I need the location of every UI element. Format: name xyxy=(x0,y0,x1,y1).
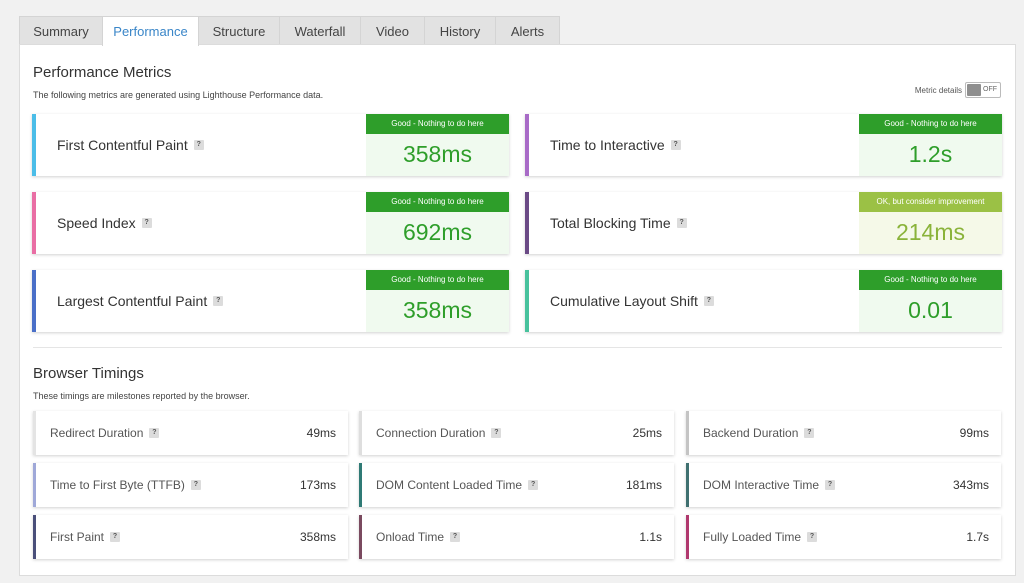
timing-value: 99ms xyxy=(959,426,989,440)
timing-label: Redirect Duration? xyxy=(50,426,160,440)
tab-history[interactable]: History xyxy=(424,16,496,45)
help-icon[interactable]: ? xyxy=(807,532,818,542)
metric-value: 358ms xyxy=(402,297,473,323)
metric-card-total-blocking-time: Total Blocking Time? OK, but consider im… xyxy=(525,192,1002,254)
timing-label: DOM Content Loaded Time? xyxy=(376,478,539,492)
metric-details-control: Metric details OFF xyxy=(915,82,1001,98)
timing-label: Time to First Byte (TTFB)? xyxy=(50,478,201,492)
help-icon[interactable]: ? xyxy=(450,532,461,542)
timing-value: 25ms xyxy=(632,426,662,440)
metric-details-toggle[interactable]: OFF xyxy=(965,82,1001,98)
grade-badge: Good - Nothing to do here xyxy=(366,192,509,212)
help-icon[interactable]: ? xyxy=(703,296,714,306)
metric-label: Time to Interactive? xyxy=(550,137,681,153)
metric-grade: Good - Nothing to do here 692ms xyxy=(366,192,509,254)
help-icon[interactable]: ? xyxy=(213,296,224,306)
timing-value: 358ms xyxy=(299,530,336,544)
timing-card-time-to-first-byte: Time to First Byte (TTFB)? 173ms xyxy=(33,463,348,507)
help-icon[interactable]: ? xyxy=(670,140,681,150)
timing-value: 49ms xyxy=(306,426,336,440)
performance-metrics-title: Performance Metrics xyxy=(33,64,172,81)
metric-label: Total Blocking Time? xyxy=(550,215,687,231)
metric-grade: Good - Nothing to do here 358ms xyxy=(366,114,509,176)
metric-card-first-contentful-paint: First Contentful Paint? Good - Nothing t… xyxy=(32,114,509,176)
browser-timings-subtitle: These timings are milestones reported by… xyxy=(33,391,250,401)
help-icon[interactable]: ? xyxy=(110,532,121,542)
timing-card-first-paint: First Paint? 358ms xyxy=(33,515,348,559)
grade-badge: Good - Nothing to do here xyxy=(859,114,1002,134)
metric-label: First Contentful Paint? xyxy=(57,137,204,153)
grade-badge: Good - Nothing to do here xyxy=(366,270,509,290)
grade-badge: OK, but consider improvement xyxy=(859,192,1002,212)
toggle-state: OFF xyxy=(983,86,997,93)
timing-card-connection-duration: Connection Duration? 25ms xyxy=(359,411,674,455)
tab-summary[interactable]: Summary xyxy=(19,16,103,45)
timing-label: Onload Time? xyxy=(376,530,461,544)
timing-value: 173ms xyxy=(299,478,336,492)
timing-card-dom-content-loaded: DOM Content Loaded Time? 181ms xyxy=(359,463,674,507)
metric-details-label: Metric details xyxy=(914,85,962,95)
performance-panel: Performance Metrics The following metric… xyxy=(19,44,1016,576)
timing-label: Backend Duration? xyxy=(703,426,815,440)
metric-value: 0.01 xyxy=(908,297,953,323)
metric-grade: Good - Nothing to do here 358ms xyxy=(366,270,509,332)
timing-card-dom-interactive: DOM Interactive Time? 343ms xyxy=(686,463,1001,507)
metric-card-largest-contentful-paint: Largest Contentful Paint? Good - Nothing… xyxy=(32,270,509,332)
browser-timings-title: Browser Timings xyxy=(33,365,144,382)
metric-grade: Good - Nothing to do here 1.2s xyxy=(859,114,1002,176)
metric-value: 358ms xyxy=(402,141,473,167)
timing-label: Fully Loaded Time? xyxy=(703,530,818,544)
tab-waterfall[interactable]: Waterfall xyxy=(279,16,361,45)
tab-performance[interactable]: Performance xyxy=(102,16,199,46)
help-icon[interactable]: ? xyxy=(676,218,687,228)
section-divider xyxy=(33,347,1002,348)
timing-card-backend-duration: Backend Duration? 99ms xyxy=(686,411,1001,455)
metric-grade: Good - Nothing to do here 0.01 xyxy=(859,270,1002,332)
help-icon[interactable]: ? xyxy=(491,428,502,438)
tab-bar: Summary Performance Structure Waterfall … xyxy=(19,16,560,46)
metric-card-speed-index: Speed Index? Good - Nothing to do here 6… xyxy=(32,192,509,254)
timing-label: DOM Interactive Time? xyxy=(703,478,836,492)
help-icon[interactable]: ? xyxy=(190,480,201,490)
timing-value: 1.1s xyxy=(639,530,662,544)
tab-alerts[interactable]: Alerts xyxy=(495,16,560,45)
grade-badge: Good - Nothing to do here xyxy=(366,114,509,134)
help-icon[interactable]: ? xyxy=(141,218,152,228)
timing-card-redirect-duration: Redirect Duration? 49ms xyxy=(33,411,348,455)
toggle-knob xyxy=(967,84,981,96)
metric-card-cumulative-layout-shift: Cumulative Layout Shift? Good - Nothing … xyxy=(525,270,1002,332)
metric-value: 1.2s xyxy=(908,141,953,167)
metric-label: Speed Index? xyxy=(57,215,152,231)
timing-label: First Paint? xyxy=(50,530,121,544)
tab-structure[interactable]: Structure xyxy=(198,16,280,45)
timing-label: Connection Duration? xyxy=(376,426,502,440)
timing-card-fully-loaded-time: Fully Loaded Time? 1.7s xyxy=(686,515,1001,559)
timing-card-onload-time: Onload Time? 1.1s xyxy=(359,515,674,559)
metric-grade: OK, but consider improvement 214ms xyxy=(859,192,1002,254)
help-icon[interactable]: ? xyxy=(825,480,836,490)
help-icon[interactable]: ? xyxy=(804,428,815,438)
metric-label: Largest Contentful Paint? xyxy=(57,293,224,309)
timing-value: 181ms xyxy=(625,478,662,492)
help-icon[interactable]: ? xyxy=(528,480,539,490)
help-icon[interactable]: ? xyxy=(149,428,160,438)
metric-value: 214ms xyxy=(895,219,966,245)
help-icon[interactable]: ? xyxy=(193,140,204,150)
metric-value: 692ms xyxy=(402,219,473,245)
metric-card-time-to-interactive: Time to Interactive? Good - Nothing to d… xyxy=(525,114,1002,176)
timing-value: 343ms xyxy=(952,478,989,492)
performance-metrics-subtitle: The following metrics are generated usin… xyxy=(33,90,324,100)
tab-video[interactable]: Video xyxy=(360,16,425,45)
metric-label: Cumulative Layout Shift? xyxy=(550,293,714,309)
timing-value: 1.7s xyxy=(966,530,989,544)
grade-badge: Good - Nothing to do here xyxy=(859,270,1002,290)
